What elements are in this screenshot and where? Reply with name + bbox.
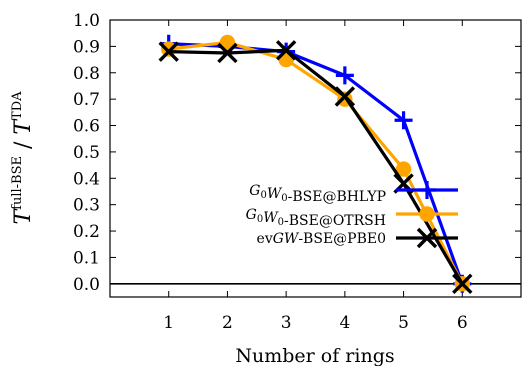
- series-2: [158, 40, 473, 295]
- legend-label-part: 0: [278, 217, 284, 228]
- x-tick-label: 3: [281, 313, 292, 333]
- series-line-0: [168, 42, 464, 285]
- legend-label-part: 0: [281, 193, 287, 204]
- y-tick-label: 0.9: [73, 37, 100, 57]
- y-tick-label: 0.8: [73, 64, 100, 84]
- y-axis-label-slash: /: [11, 135, 36, 156]
- x-tick-label: 2: [222, 313, 233, 333]
- legend-entry: G0W0-BSE@OTRSH: [246, 206, 458, 229]
- y-tick-label: 0.5: [73, 143, 100, 163]
- y-tick-label: 0.3: [73, 196, 100, 216]
- data-point: [334, 86, 356, 107]
- y-tick-label: 0.1: [73, 248, 100, 268]
- y-axis-label: Tfull-BSE / TTDA: [10, 91, 36, 225]
- legend-label-part: 0: [260, 190, 266, 201]
- series-line-2: [168, 48, 464, 285]
- data-point: [217, 42, 238, 64]
- y-tick-label: 0.6: [73, 117, 100, 137]
- data-point: [335, 66, 354, 85]
- x-tick-label: 4: [339, 313, 350, 333]
- legend-label: G0W0-BSE@BHLYP: [249, 183, 386, 205]
- legend-marker: [419, 206, 435, 222]
- y-tick-label: 1.0: [73, 11, 100, 31]
- y-axis-label-main-2: T: [11, 118, 36, 135]
- y-tick-label: 0.7: [73, 90, 100, 110]
- svg-text:Tfull-BSE / TTDA: Tfull-BSE / TTDA: [10, 91, 36, 225]
- x-tick-label: 1: [163, 313, 174, 333]
- data-point: [158, 41, 179, 62]
- data-point: [395, 161, 412, 177]
- y-tick-label: 0.0: [73, 275, 100, 295]
- legend-entry: evGW-BSE@PBE0: [257, 227, 458, 249]
- x-axis-label: Number of rings: [235, 345, 394, 366]
- y-axis-label-main: T: [11, 208, 36, 225]
- y-axis-label-sup-num: full-BSE: [10, 156, 25, 210]
- y-tick-label: 0.4: [73, 169, 100, 189]
- x-tick-label: 5: [398, 313, 409, 333]
- x-tick-label: 6: [457, 313, 468, 333]
- legend-label-part: 0: [257, 214, 263, 225]
- legend-marker: [416, 227, 438, 249]
- y-tick-label: 0.2: [73, 222, 100, 242]
- legend-label-part: G: [246, 207, 257, 223]
- legend-entry: G0W0-BSE@BHLYP: [249, 181, 458, 205]
- legend-label: evGW-BSE@PBE0: [257, 231, 386, 247]
- legend-label-part: GW: [273, 231, 300, 247]
- data-point: [394, 111, 413, 130]
- plot-frame: [109, 19, 522, 298]
- legend-label-part: ev: [257, 231, 273, 247]
- data-point: [275, 40, 297, 61]
- data-point: [452, 273, 473, 295]
- legend-label: G0W0-BSE@OTRSH: [246, 207, 386, 229]
- legend-marker: [418, 181, 436, 199]
- legend-label-part: G: [249, 183, 260, 199]
- series-line-1: [168, 40, 464, 285]
- legend-label-part: -BSE@OTRSH: [284, 213, 386, 229]
- legend-label-part: W: [267, 186, 283, 202]
- legend-label-part: W: [263, 210, 279, 226]
- data-point: [219, 34, 236, 51]
- y-axis-label-sup-den: TDA: [10, 91, 25, 120]
- legend-label-part: -BSE@PBE0: [298, 231, 386, 247]
- legend-label-part: -BSE@BHLYP: [288, 189, 386, 205]
